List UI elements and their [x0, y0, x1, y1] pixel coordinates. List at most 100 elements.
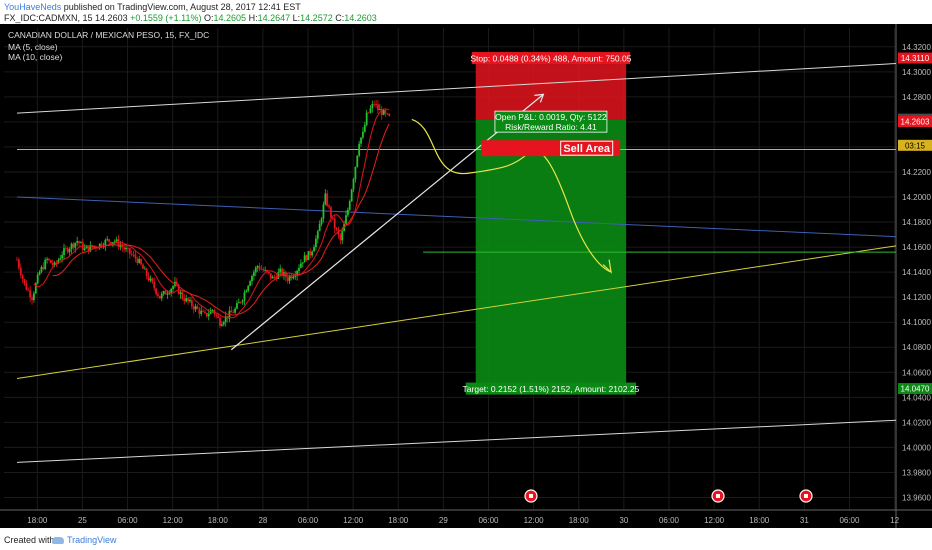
- price-badge-box: [898, 139, 932, 151]
- projection-arrow-head: [602, 259, 612, 274]
- pnl-box: [494, 110, 608, 133]
- candle-body: [153, 282, 156, 289]
- candle-body: [100, 243, 103, 247]
- candle-body: [106, 239, 109, 241]
- candle-body: [221, 324, 223, 326]
- candle-body: [277, 272, 280, 279]
- candle-body: [224, 316, 227, 323]
- candle-body: [29, 290, 32, 298]
- candle-body: [151, 278, 154, 283]
- author-link[interactable]: YouHaveNeds: [4, 2, 62, 12]
- price-badge-box: [898, 383, 932, 395]
- x-tick-label: 06:00: [118, 516, 139, 525]
- candle-body: [298, 267, 300, 271]
- candle-body: [164, 291, 167, 295]
- candle-body: [162, 291, 165, 294]
- candle-body: [309, 251, 312, 256]
- y-tick-label: 14.2800: [902, 93, 931, 102]
- footer: Created with TradingView: [0, 530, 932, 550]
- high-value: 14.2647: [257, 13, 291, 23]
- candle-body: [313, 247, 315, 252]
- candle-body: [286, 277, 289, 281]
- candle-body: [254, 267, 257, 273]
- candle-body: [271, 276, 274, 279]
- candle-body: [296, 270, 299, 276]
- sell-area-label: Sell Area: [563, 143, 611, 155]
- y-tick-label: 14.1200: [902, 293, 931, 302]
- target-label-box: [465, 382, 637, 395]
- low-value: 14.2572: [300, 13, 333, 23]
- candle-body: [34, 283, 37, 294]
- candle-body: [322, 204, 325, 219]
- candle-body: [326, 193, 329, 206]
- trend-line-yellow-support: [16, 245, 896, 380]
- y-tick-label: 14.0800: [902, 343, 931, 352]
- candle-body: [388, 113, 391, 116]
- candle-body: [17, 259, 20, 268]
- candle-body: [358, 143, 361, 156]
- candle-body: [360, 137, 362, 144]
- publish-line: YouHaveNeds published on TradingView.com…: [4, 2, 301, 12]
- candle-body: [260, 269, 263, 271]
- candle-body: [330, 207, 332, 218]
- candle-body: [268, 271, 270, 274]
- candle-body: [211, 309, 214, 311]
- candle-body: [31, 297, 33, 301]
- candle-body: [115, 239, 118, 242]
- x-tick-label: 12:00: [343, 516, 364, 525]
- candle-body: [44, 259, 47, 270]
- price-badge-box: [898, 52, 932, 64]
- candle-body: [198, 308, 201, 314]
- candle-body: [369, 108, 372, 113]
- candle-body: [36, 274, 39, 284]
- x-tick-label: 12:00: [163, 516, 184, 525]
- chart-area[interactable]: Sell Area Stop: 0.0488 (0.34%) 488, Amoun…: [0, 24, 932, 528]
- candle-body: [367, 112, 370, 114]
- event-flag-mark: [804, 494, 808, 498]
- candle-body: [200, 310, 203, 314]
- y-tick-label: 14.1600: [902, 243, 931, 252]
- target-zone: [475, 119, 627, 389]
- candle-body: [202, 310, 205, 312]
- candle-body: [192, 306, 195, 310]
- candle-body: [138, 259, 141, 263]
- candle-body: [61, 255, 64, 259]
- candle-body: [145, 268, 148, 277]
- candle-body: [121, 245, 124, 248]
- candle-body: [339, 234, 342, 241]
- tradingview-brand[interactable]: TradingView: [52, 535, 117, 545]
- legend-entry: MA (5, close): [8, 42, 58, 52]
- candle-body: [251, 275, 253, 282]
- candle-body: [281, 268, 283, 276]
- y-tick-label: 14.0600: [902, 368, 931, 377]
- x-tick-label: 30: [619, 516, 628, 525]
- candle-body: [262, 269, 265, 271]
- candle-body: [166, 293, 169, 295]
- candle-body: [307, 251, 310, 261]
- candle-body: [127, 248, 129, 249]
- candle-body: [273, 276, 276, 278]
- candle-body: [160, 293, 163, 299]
- trend-line-blue-resistance: [16, 196, 896, 238]
- x-tick-label: 25: [78, 516, 87, 525]
- ma-10-line: [52, 123, 390, 316]
- high-label: H:: [248, 13, 258, 23]
- sell-area: Sell Area: [481, 140, 621, 157]
- x-tick-label: 06:00: [659, 516, 680, 525]
- candle-body: [294, 275, 297, 277]
- y-tick-label: 14.1400: [902, 268, 931, 277]
- candle-body: [168, 292, 171, 294]
- x-tick-label: 29: [439, 516, 448, 525]
- candle-body: [345, 215, 347, 224]
- candle-body: [288, 276, 291, 281]
- candle-body: [63, 248, 65, 256]
- plot-area: Sell Area: [16, 58, 896, 463]
- candle-body: [134, 254, 137, 259]
- candle-body: [76, 241, 79, 243]
- publish-info: published on TradingView.com, August 28,…: [63, 2, 301, 12]
- candle-body: [356, 155, 359, 167]
- candle-body: [23, 279, 26, 284]
- price-chart[interactable]: Sell Area Stop: 0.0488 (0.34%) 488, Amoun…: [0, 24, 932, 528]
- symbol-line: FX_IDC:CADMXN, 15 14.2603 +0.1559 (+1.11…: [4, 13, 377, 23]
- x-tick-label: 12:00: [704, 516, 725, 525]
